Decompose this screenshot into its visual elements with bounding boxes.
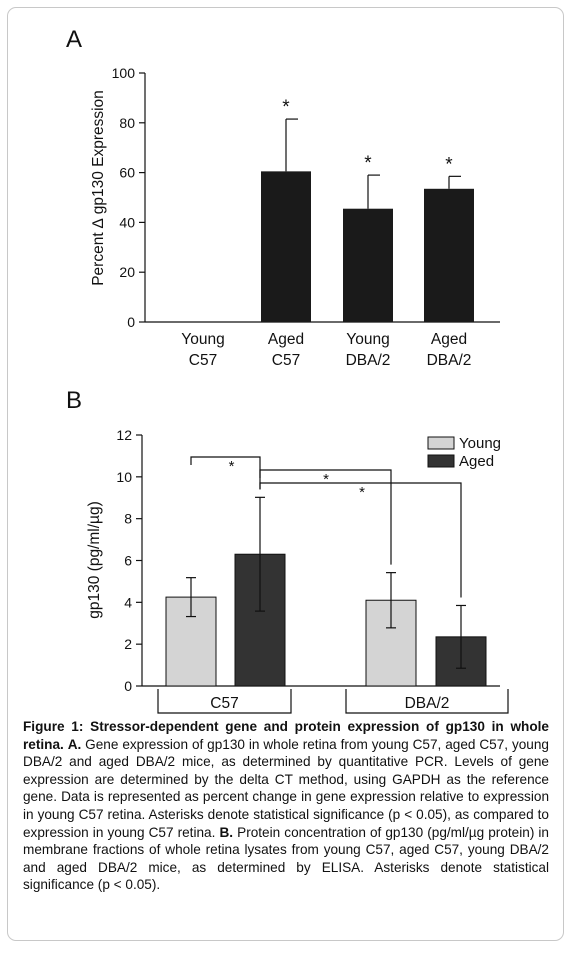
caption-figure-label: Figure 1:	[23, 719, 84, 734]
panel-b-legend-label: Aged	[459, 453, 494, 470]
panel-a-bar	[343, 208, 393, 322]
panel-a-x-tick-label: DBA/2	[427, 352, 472, 369]
caption-a-label: A.	[67, 736, 82, 752]
panel-a-y-tick-label: 100	[112, 65, 136, 81]
caption-b-text: Protein concentration of gp130 (pg/ml/µg…	[23, 824, 549, 893]
panel-b-y-tick-label: 6	[124, 553, 132, 569]
panel-a-y-tick-label: 80	[119, 115, 135, 131]
panel-b-y-tick-label: 10	[116, 469, 132, 485]
panel-a-y-axis-label: Percent ∆ gp130 Expression	[90, 90, 107, 286]
figure-caption: Figure 1: Stressor-dependent gene and pr…	[23, 718, 549, 894]
panel-b-significance-star: *	[359, 484, 365, 501]
panel-a-x-tick-label: Young	[181, 331, 224, 348]
panel-a-significance-star: *	[364, 153, 372, 174]
panel-a-y-tick-label: 60	[119, 165, 135, 181]
panel-a-bar	[424, 188, 474, 322]
panel-b-significance-star: *	[229, 458, 235, 475]
panel-b-label: B	[66, 387, 82, 414]
panel-b-y-tick-label: 4	[124, 594, 132, 610]
panel-b-y-tick-label: 0	[124, 678, 132, 694]
panel-b-significance-star: *	[323, 471, 329, 488]
panel-a-significance-star: *	[445, 154, 453, 175]
panel-b-legend-label: Young	[459, 435, 501, 452]
panel-a-bar	[261, 171, 311, 322]
caption-title: Stressor-dependent gene and protein expr…	[23, 719, 549, 752]
panel-b-y-tick-label: 12	[116, 427, 132, 443]
panel-b-legend-swatch	[427, 454, 455, 468]
panel-a-label: A	[66, 26, 82, 53]
panel-a-y-tick-label: 40	[119, 214, 135, 230]
panel-a-x-tick-label: C57	[189, 352, 217, 369]
panel-a-x-tick-label: DBA/2	[346, 352, 391, 369]
panel-a-significance-star: *	[282, 97, 290, 118]
panel-b-legend-swatch	[427, 436, 455, 450]
caption-b-label: B.	[219, 824, 234, 840]
panel-b-y-tick-label: 8	[124, 511, 132, 527]
panel-b-y-axis-label: gp130 (pg/ml/µg)	[86, 501, 103, 619]
panel-b-group-label: DBA/2	[405, 695, 450, 712]
panel-b-group-bracket	[345, 689, 509, 714]
panel-b-significance-bracket	[190, 456, 261, 490]
panel-a-x-tick-label: Aged	[431, 331, 467, 348]
caption-a-text: Gene expression of gp130 in whole retina…	[23, 736, 549, 840]
panel-a-x-tick-label: Aged	[268, 331, 304, 348]
figure-frame	[7, 7, 564, 941]
panel-a-y-tick-label: 20	[119, 264, 135, 280]
panel-a-x-tick-label: Young	[346, 331, 389, 348]
panel-a-x-tick-label: C57	[272, 352, 300, 369]
panel-b-y-tick-label: 2	[124, 636, 132, 652]
panel-b-significance-bracket	[259, 469, 392, 565]
panel-b-group-bracket	[157, 689, 292, 714]
panel-b-group-label: C57	[210, 695, 238, 712]
panel-b-significance-bracket	[259, 482, 462, 598]
panel-a-y-tick-label: 0	[127, 314, 135, 330]
